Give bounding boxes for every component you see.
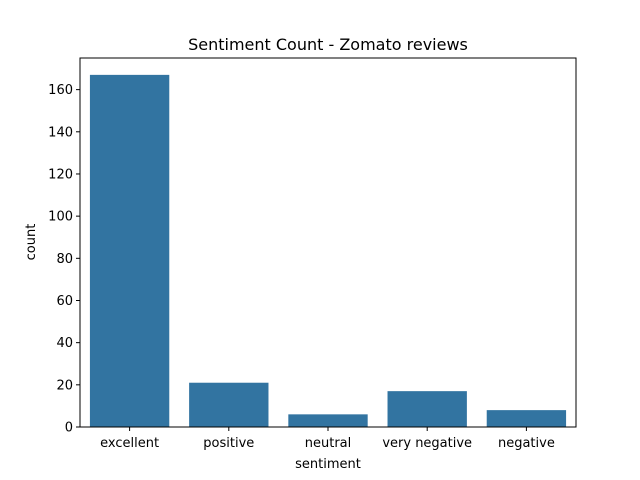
plot-frame: [79, 57, 577, 428]
y-tick-label: 60: [56, 294, 73, 309]
x-tick-label: excellent: [100, 436, 159, 451]
x-tick-label: neutral: [305, 436, 352, 451]
bar-excellent: [89, 74, 170, 428]
y-tick-label: 80: [56, 252, 73, 267]
y-axis-ticks: 0 20 40 60 80 100 120 140 160: [48, 83, 80, 436]
bar-positive: [189, 382, 269, 427]
x-tick-label: very negative: [382, 436, 472, 451]
bars-group: [89, 74, 567, 428]
chart-title: Sentiment Count - Zomato reviews: [188, 35, 468, 54]
x-axis-ticks: excellent positive neutral very negative neg…: [100, 427, 555, 451]
x-axis-label: sentiment: [295, 457, 361, 472]
y-tick-label: 120: [48, 167, 73, 182]
y-tick-label: 140: [48, 125, 73, 140]
x-tick-label: negative: [498, 436, 555, 451]
y-tick-label: 40: [56, 336, 73, 351]
bar-neutral: [288, 414, 368, 427]
bar-negative: [486, 410, 567, 427]
y-tick-label: 160: [48, 83, 73, 98]
x-tick-label: positive: [203, 436, 254, 451]
y-axis-label: count: [24, 224, 39, 261]
y-tick-label: 0: [65, 421, 73, 436]
y-tick-label: 100: [48, 210, 73, 225]
bar-very-negative: [387, 391, 467, 427]
y-tick-label: 20: [56, 378, 73, 393]
